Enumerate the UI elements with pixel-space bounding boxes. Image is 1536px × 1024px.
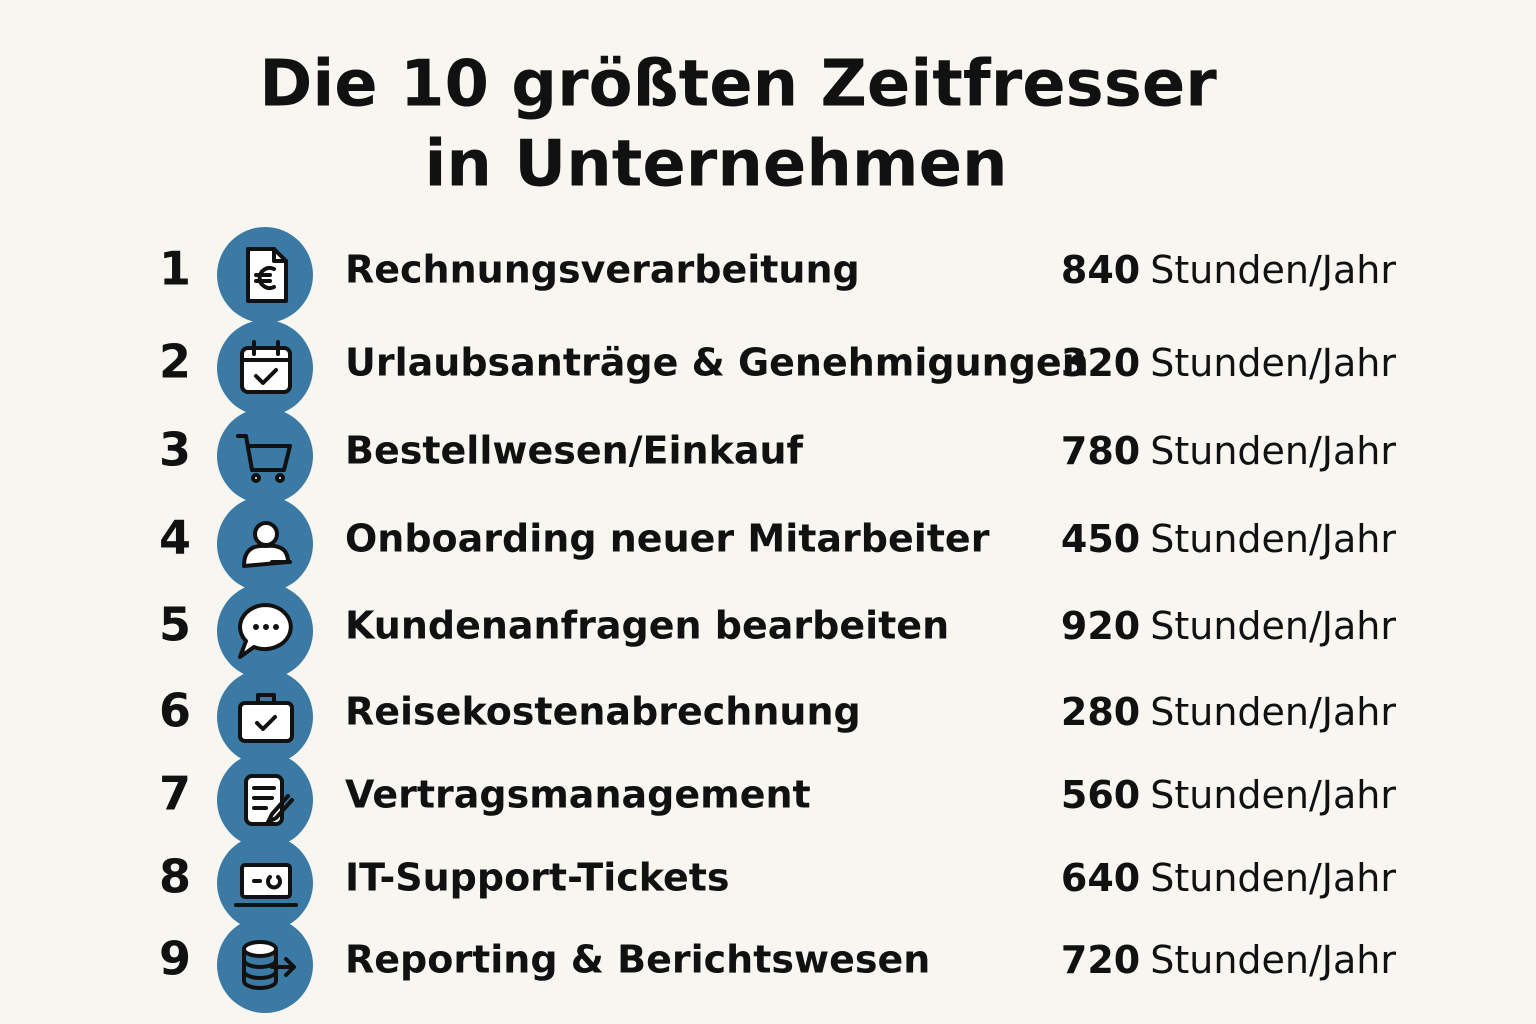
- list-row: 4 Onboarding neuer Mitarbeiter 450 Stunden/…: [159, 496, 1396, 592]
- item-label: Urlaubsanträge & Genehmigungen: [345, 341, 1089, 385]
- list-row: 1 Rechnungsverarbeitung 840 Stunden/Jahr: [159, 227, 1396, 323]
- icon: [242, 940, 296, 990]
- icon-shape: [275, 473, 285, 483]
- list-row: 8 IT-Support-Tickets 640 Stunden/Jahr: [159, 835, 1396, 931]
- title-line: in Unternehmen: [424, 128, 1007, 202]
- icon-shape: [254, 266, 276, 290]
- hours: 450 Stunden/Jahr: [1061, 517, 1396, 561]
- rank: 1: [159, 242, 191, 296]
- icon-shape: [242, 947, 296, 990]
- hours: 640 Stunden/Jahr: [1061, 856, 1396, 900]
- hours: 280 Stunden/Jahr: [1061, 690, 1396, 734]
- icon: [234, 863, 298, 907]
- hours-unit: Stunden/Jahr: [1150, 773, 1396, 817]
- list-row: 9 Reporting & Berichtswesen 720 Stunden/Jah…: [159, 917, 1396, 1013]
- hours: 720 Stunden/Jahr: [1061, 938, 1396, 982]
- icon: [242, 521, 292, 568]
- hours-value: 920: [1061, 604, 1140, 648]
- icon: [238, 693, 294, 743]
- icon-shape: [251, 473, 261, 483]
- hours-unit: Stunden/Jahr: [1150, 248, 1396, 292]
- icon-shape: [252, 786, 294, 824]
- hours-unit: Stunden/Jahr: [1150, 341, 1396, 385]
- hours: 560 Stunden/Jahr: [1061, 773, 1396, 817]
- hours-value: 720: [1061, 938, 1140, 982]
- icon-shape: [240, 340, 292, 385]
- list-row: 3 Bestellwesen/Einkauf 780 Stunden/Jahr: [159, 408, 1396, 504]
- icon-shape: [272, 247, 288, 263]
- hours-unit: Stunden/Jahr: [1150, 690, 1396, 734]
- icon-shape: [236, 434, 292, 472]
- hours-unit: Stunden/Jahr: [1150, 856, 1396, 900]
- list-row: 5 Kundenanfragen bearbeiten 920 Stunden/Jah…: [159, 583, 1396, 679]
- icon-shape: [240, 346, 292, 394]
- item-label: Vertragsmanagement: [345, 773, 811, 817]
- rank: 5: [159, 598, 191, 652]
- icon: [240, 340, 292, 394]
- hours: 920 Stunden/Jahr: [1061, 604, 1396, 648]
- icon-shape: [255, 693, 277, 731]
- icon: [244, 774, 294, 826]
- hours: 780 Stunden/Jahr: [1061, 429, 1396, 473]
- hours-value: 450: [1061, 517, 1140, 561]
- icon: [236, 434, 292, 483]
- hours-value: 780: [1061, 429, 1140, 473]
- rank: 9: [159, 932, 191, 986]
- rank: 2: [159, 335, 191, 389]
- rank: 6: [159, 684, 191, 738]
- item-label: Reisekostenabrechnung: [345, 690, 861, 734]
- hours-value: 640: [1061, 856, 1140, 900]
- icon-shape: [263, 624, 269, 630]
- icon-shape: [234, 875, 298, 907]
- list-row: 7 Vertragsmanagement 560 Stunden/Jahr: [159, 752, 1396, 848]
- hours-unit: Stunden/Jahr: [1150, 938, 1396, 982]
- icon-shape: [253, 521, 279, 547]
- item-label: Rechnungsverarbeitung: [345, 248, 860, 292]
- icon-shape: [242, 940, 278, 958]
- hours-unit: Stunden/Jahr: [1150, 517, 1396, 561]
- hours-value: 840: [1061, 248, 1140, 292]
- hours-value: 320: [1061, 341, 1140, 385]
- hours-unit: Stunden/Jahr: [1150, 429, 1396, 473]
- item-label: Reporting & Berichtswesen: [345, 938, 930, 982]
- item-label: Onboarding neuer Mitarbeiter: [345, 517, 990, 561]
- icon-shape: [238, 603, 293, 659]
- item-label: Bestellwesen/Einkauf: [345, 429, 804, 473]
- hours-unit: Stunden/Jahr: [1150, 604, 1396, 648]
- icon: [246, 247, 288, 303]
- icon-circle: [217, 408, 313, 504]
- hours: 840 Stunden/Jahr: [1061, 248, 1396, 292]
- icon-shape: [253, 624, 259, 630]
- rank: 8: [159, 850, 191, 904]
- rank: 3: [159, 423, 191, 477]
- rank: 4: [159, 511, 191, 565]
- item-label: Kundenanfragen bearbeiten: [345, 604, 949, 648]
- hours: 320 Stunden/Jahr: [1061, 341, 1396, 385]
- title-line: Die 10 größten Zeitfresser: [259, 48, 1217, 122]
- rank: 7: [159, 767, 191, 821]
- icon-shape: [273, 624, 279, 630]
- list-row: 6 Reisekostenabrechnung 280 Stunden/Jahr: [159, 669, 1396, 765]
- hours-value: 280: [1061, 690, 1140, 734]
- hours-value: 560: [1061, 773, 1140, 817]
- icon: [238, 603, 293, 659]
- icon-shape: [238, 701, 294, 743]
- icon-shape: [240, 863, 292, 899]
- item-label: IT-Support-Tickets: [345, 856, 730, 900]
